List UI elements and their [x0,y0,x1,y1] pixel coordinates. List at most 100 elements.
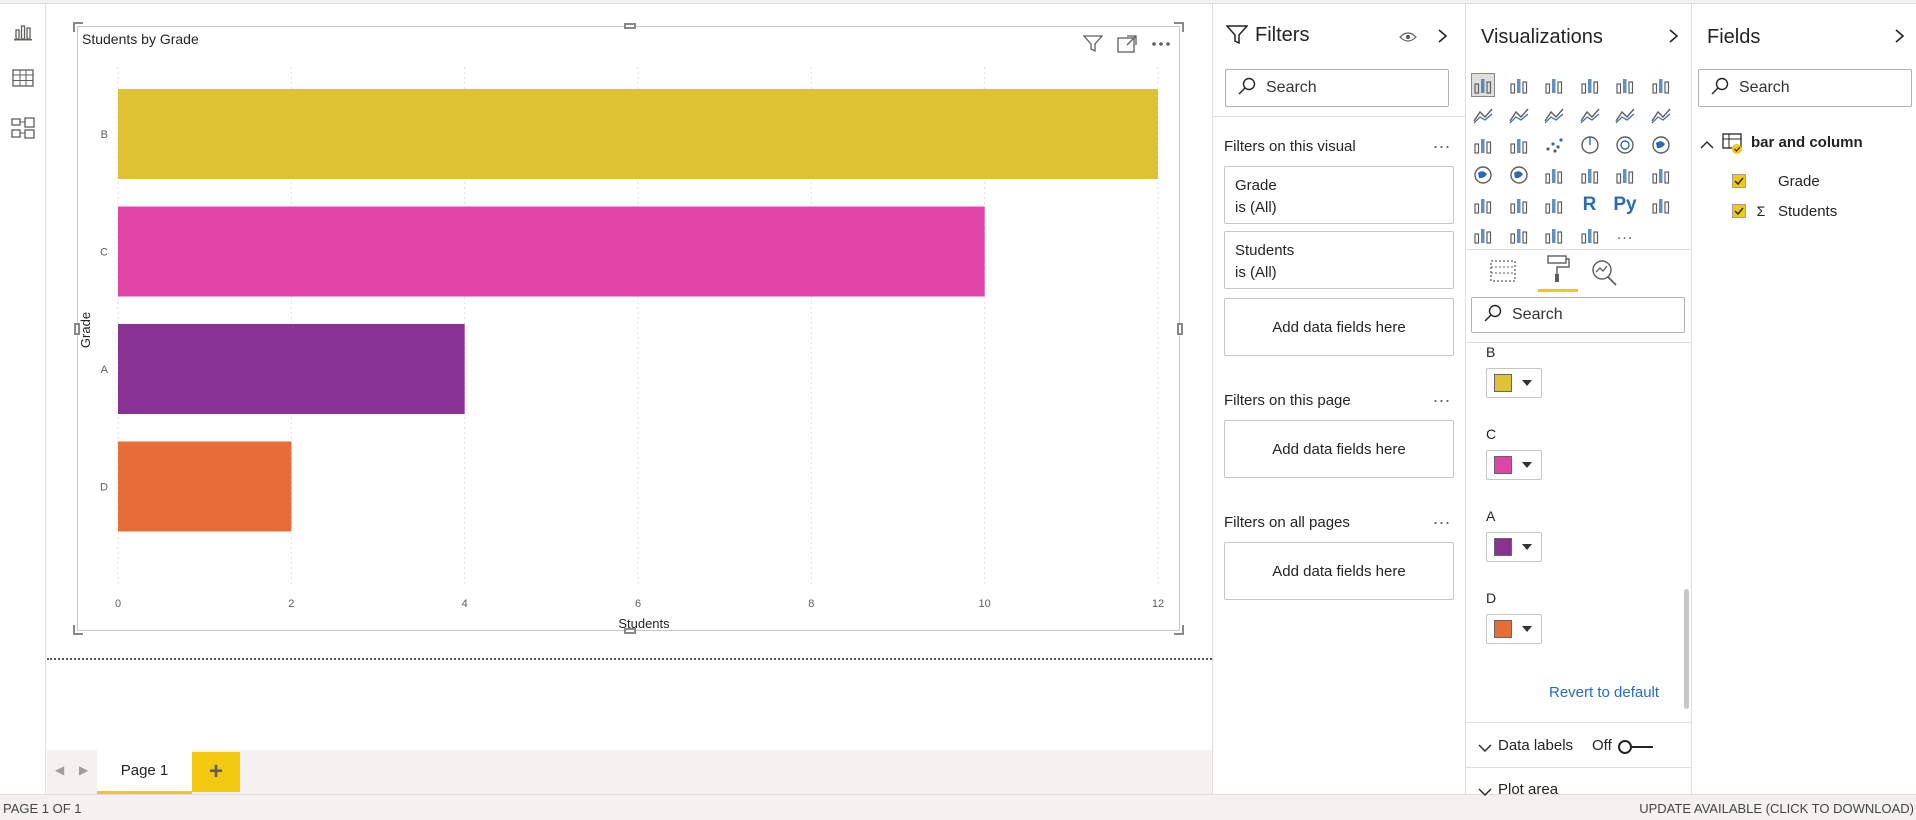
100-stacked-bar-chart-icon[interactable] [1613,73,1637,97]
stacked-area-chart-icon[interactable] [1542,103,1566,127]
fields-search-input[interactable]: Search [1698,69,1912,107]
add-visual-filter-dropzone[interactable]: Add data fields here [1224,298,1454,356]
filter-icon[interactable] [1082,35,1104,58]
stacked-column-chart-icon[interactable] [1507,73,1531,97]
funnel-chart-icon[interactable] [1507,133,1531,157]
field-checkbox[interactable] [1732,174,1746,188]
resize-handle[interactable] [74,323,80,335]
area-chart-icon[interactable] [1507,103,1531,127]
format-scrollbar[interactable] [1684,589,1689,709]
resize-handle[interactable] [624,23,636,29]
decomposition-tree-icon[interactable] [1471,223,1495,247]
eye-icon[interactable] [1399,30,1417,48]
divider [1466,722,1692,723]
clustered-bar-chart-icon[interactable] [1542,73,1566,97]
color-swatch [1494,456,1512,474]
table-name[interactable]: bar and column [1751,134,1863,151]
more-options-icon[interactable]: ... [1433,508,1452,528]
filter-card-grade[interactable]: Grade is (All) [1224,166,1454,224]
format-paint-roller-icon[interactable] [1538,254,1578,292]
collapse-visualizations-icon[interactable] [1668,28,1680,49]
ribbon-chart-icon[interactable] [1649,103,1673,127]
line-chart-icon[interactable] [1471,103,1495,127]
table-visual-icon[interactable] [1507,193,1531,217]
resize-handle[interactable] [1177,323,1183,335]
resize-handle[interactable] [624,628,636,634]
map-icon[interactable] [1471,163,1495,187]
color-picker-D[interactable] [1486,614,1542,644]
fields-well-icon[interactable] [1490,258,1516,289]
field-item[interactable]: Grade [1732,170,1820,192]
data-labels-toggle[interactable] [1617,739,1655,760]
multi-row-card-icon[interactable] [1613,163,1637,187]
more-options-icon[interactable]: ... [1433,386,1452,406]
gauge-icon[interactable] [1542,163,1566,187]
smart-narrative-icon[interactable] [1542,223,1566,247]
color-picker-A[interactable] [1486,532,1542,562]
chevron-up-icon[interactable] [1700,137,1714,155]
chevron-down-icon[interactable] [1478,740,1492,758]
data-labels-state: Off [1592,737,1612,754]
100-stacked-column-chart-icon[interactable] [1649,73,1673,97]
add-page-filter-dropzone[interactable]: Add data fields here [1224,420,1454,478]
tab-page-1[interactable]: Page 1 [97,750,192,794]
fields-pane: Fields Search bar and column Grade Σ Stude… [1691,4,1916,794]
color-picker-B[interactable] [1486,368,1542,398]
slicer-icon[interactable] [1471,193,1495,217]
filter-card-students[interactable]: Students is (All) [1224,231,1454,289]
paginated-report-icon[interactable] [1578,223,1602,247]
kpi-icon[interactable] [1649,163,1673,187]
plot-area-section[interactable]: Plot area [1498,781,1559,798]
revert-to-default-link[interactable]: Revert to default [1549,684,1660,701]
bar-C[interactable] [118,206,985,297]
add-report-filter-dropzone[interactable]: Add data fields here [1224,542,1454,600]
resize-handle[interactable] [73,22,83,32]
r-visual-icon[interactable]: R [1578,193,1602,217]
update-available-link[interactable]: UPDATE AVAILABLE (CLICK TO DOWNLOAD) [1639,801,1914,816]
scroll-right-icon[interactable]: ▶ [79,763,89,777]
line-clustered-column-chart-icon[interactable] [1613,103,1637,127]
stacked-bar-chart-icon[interactable] [1471,73,1495,97]
field-checkbox[interactable] [1732,204,1746,218]
clustered-column-chart-icon[interactable] [1578,73,1602,97]
resize-handle[interactable] [1174,625,1184,635]
data-view-icon[interactable] [9,64,37,92]
pie-chart-icon[interactable] [1578,133,1602,157]
format-search-input[interactable]: Search [1471,297,1685,333]
data-labels-section[interactable]: Data labels [1498,737,1574,754]
focus-mode-icon[interactable] [1117,35,1137,58]
card-icon[interactable] [1578,163,1602,187]
key-influencers-icon[interactable] [1649,193,1673,217]
more-options-icon[interactable]: ... [1433,132,1452,152]
donut-chart-icon[interactable] [1613,133,1637,157]
resize-handle[interactable] [73,625,83,635]
bar-chart-visual[interactable]: Students by Grade B C A D 0 2 4 6 8 10 12 Grade S… [73,22,1184,635]
more-visuals-icon[interactable]: ... [1613,223,1637,247]
data-color-label: D [1486,590,1497,606]
treemap-icon[interactable] [1649,133,1673,157]
scroll-left-icon[interactable]: ◀ [55,763,65,777]
model-view-icon[interactable] [9,114,37,142]
report-view-icon[interactable] [9,18,37,46]
bar-A[interactable] [118,324,465,414]
add-page-button[interactable]: + [192,752,240,792]
color-picker-C[interactable] [1486,450,1542,480]
analytics-icon[interactable] [1590,258,1618,291]
chevron-down-icon[interactable] [1478,784,1492,802]
python-visual-icon[interactable]: Py [1613,193,1637,217]
qna-icon[interactable] [1507,223,1531,247]
scatter-chart-icon[interactable] [1542,133,1566,157]
bar-D[interactable] [118,441,292,532]
field-item[interactable]: Σ Students [1732,200,1837,222]
bar-B[interactable] [118,89,1158,179]
waterfall-chart-icon[interactable] [1471,133,1495,157]
caret-down-icon [1522,544,1532,550]
matrix-icon[interactable] [1542,193,1566,217]
collapse-filters-icon[interactable] [1437,28,1449,49]
line-column-chart-icon[interactable] [1578,103,1602,127]
filters-search-input[interactable]: Search [1225,69,1449,107]
resize-handle[interactable] [1174,22,1184,32]
more-options-icon[interactable] [1151,35,1171,58]
collapse-fields-icon[interactable] [1894,28,1906,49]
filled-map-icon[interactable] [1507,163,1531,187]
